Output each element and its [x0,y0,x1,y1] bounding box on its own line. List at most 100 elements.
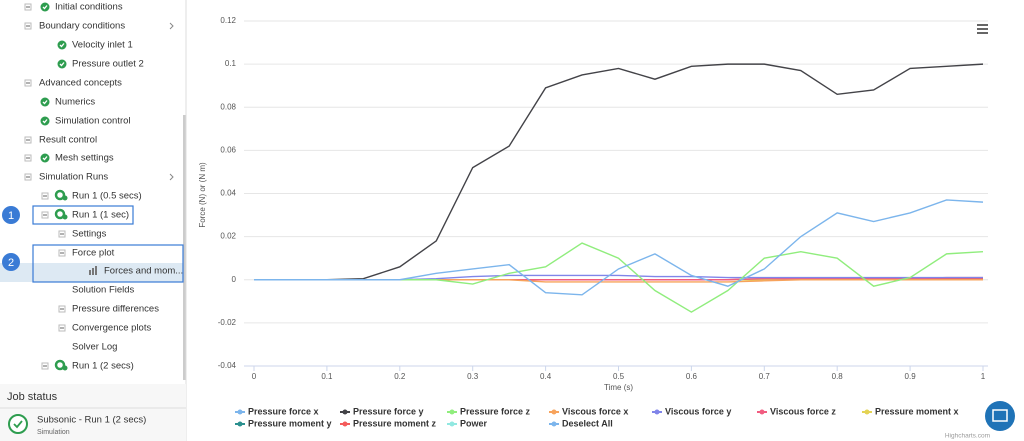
legend-marker [449,409,455,415]
x-tick-label: 0.4 [540,372,552,381]
legend-marker [654,409,660,415]
series-line [254,63,984,281]
tree-item[interactable]: Pressure differences [72,304,159,315]
chat-button[interactable] [985,401,1015,431]
legend-item[interactable]: Pressure force z [460,406,531,416]
chart-icon [89,270,91,275]
tree-item[interactable]: Velocity inlet 1 [72,40,133,51]
job-title: Job status [7,391,58,403]
highlight-box [32,244,184,283]
expand-arrow [169,22,174,30]
gear-icon [62,214,68,220]
y-tick-label: 0.12 [220,16,236,25]
tree-item[interactable]: Solver Log [72,342,117,353]
tree-item[interactable]: Boundary conditions [39,21,125,32]
tree-item[interactable]: Initial conditions [55,2,123,13]
gear-icon [62,365,68,371]
chart-area [190,0,1024,441]
chart-icon [95,266,97,275]
legend-item[interactable]: Pressure moment z [353,418,437,428]
legend-item[interactable]: Pressure moment x [875,406,959,416]
tree-item[interactable]: Run 1 (1 sec) [72,210,129,221]
scrollbar [183,115,186,380]
check [13,420,23,429]
gear-icon [54,208,66,220]
chart-icon [92,268,94,275]
gear-icon [54,359,66,371]
tree-item[interactable]: Solution Fields [72,285,135,296]
x-tick-label: 0.3 [467,372,479,381]
tree-item[interactable]: Pressure outlet 2 [72,59,144,70]
legend-item[interactable]: Viscous force x [562,406,628,416]
sidebar [0,0,186,441]
tree-item[interactable]: Forces and mom... [104,266,183,277]
y-tick-label: -0.02 [218,318,237,327]
legend-marker [551,421,557,427]
check [59,62,65,67]
legend-marker [759,409,765,415]
legend-item[interactable]: Power [460,418,488,428]
badge-label: 1 [8,210,14,222]
x-tick-label: 0 [252,372,257,381]
legend-marker [864,409,870,415]
badge [2,206,20,224]
legend-item[interactable]: Pressure moment y [248,418,332,428]
tree-item[interactable]: Result control [39,135,97,146]
y-tick-label: 0.02 [220,232,236,241]
y-axis-title: Force (N) or (N m) [198,162,207,228]
gear-icon [62,195,68,201]
legend-item[interactable]: Viscous force y [665,406,731,416]
legend-marker [237,421,243,427]
menu-bar [977,28,988,30]
x-tick-label: 0.1 [321,372,333,381]
menu-bar [977,24,988,26]
job-name[interactable]: Subsonic - Run 1 (2 secs) [37,415,146,426]
series-line [254,199,984,296]
y-tick-label: -0.04 [218,361,237,370]
legend-item[interactable]: Viscous force z [770,406,836,416]
check [42,5,48,10]
tree-item[interactable]: Simulation control [55,116,131,127]
badge [2,253,20,271]
selected-row [0,263,183,282]
legend-marker [342,421,348,427]
tree-item[interactable]: Settings [72,229,107,240]
y-tick-label: 0.04 [220,189,236,198]
tree-item[interactable]: Simulation Runs [39,172,108,183]
legend-marker [551,409,557,415]
legend-item[interactable]: Pressure force x [248,406,319,416]
tree-item[interactable]: Run 1 (2 secs) [72,361,134,372]
y-tick-label: 0.08 [220,102,236,111]
menu-button[interactable] [977,24,988,34]
tree-item[interactable]: Advanced concepts [39,78,122,89]
tree-item[interactable]: Force plot [72,248,115,259]
highlight-box [32,205,134,225]
job-icon [8,414,28,434]
check [42,100,48,105]
x-tick-label: 0.6 [686,372,698,381]
tree-item[interactable]: Numerics [55,97,95,108]
y-tick-label: 0 [232,275,237,284]
legend-item[interactable]: Deselect All [562,418,613,428]
job-kind: Simulation [37,429,70,436]
x-tick-label: 0.9 [905,372,917,381]
x-tick-label: 1 [981,372,986,381]
menu-bar [977,32,988,34]
legend-item[interactable]: Pressure force y [353,406,424,416]
check [42,156,48,161]
tree-item[interactable]: Convergence plots [72,323,151,334]
check [42,119,48,124]
expand-arrow [169,173,174,181]
x-tick-label: 0.7 [759,372,771,381]
legend-marker [342,409,348,415]
chat-icon [992,409,1008,422]
legend-marker [449,421,455,427]
tree-item[interactable]: Mesh settings [55,153,114,164]
tree-item[interactable]: Run 1 (0.5 secs) [72,191,142,202]
job-panel [0,384,186,441]
y-tick-label: 0.06 [220,145,236,154]
x-tick-label: 0.8 [832,372,844,381]
legend-marker [237,409,243,415]
x-tick-label: 0.5 [613,372,625,381]
